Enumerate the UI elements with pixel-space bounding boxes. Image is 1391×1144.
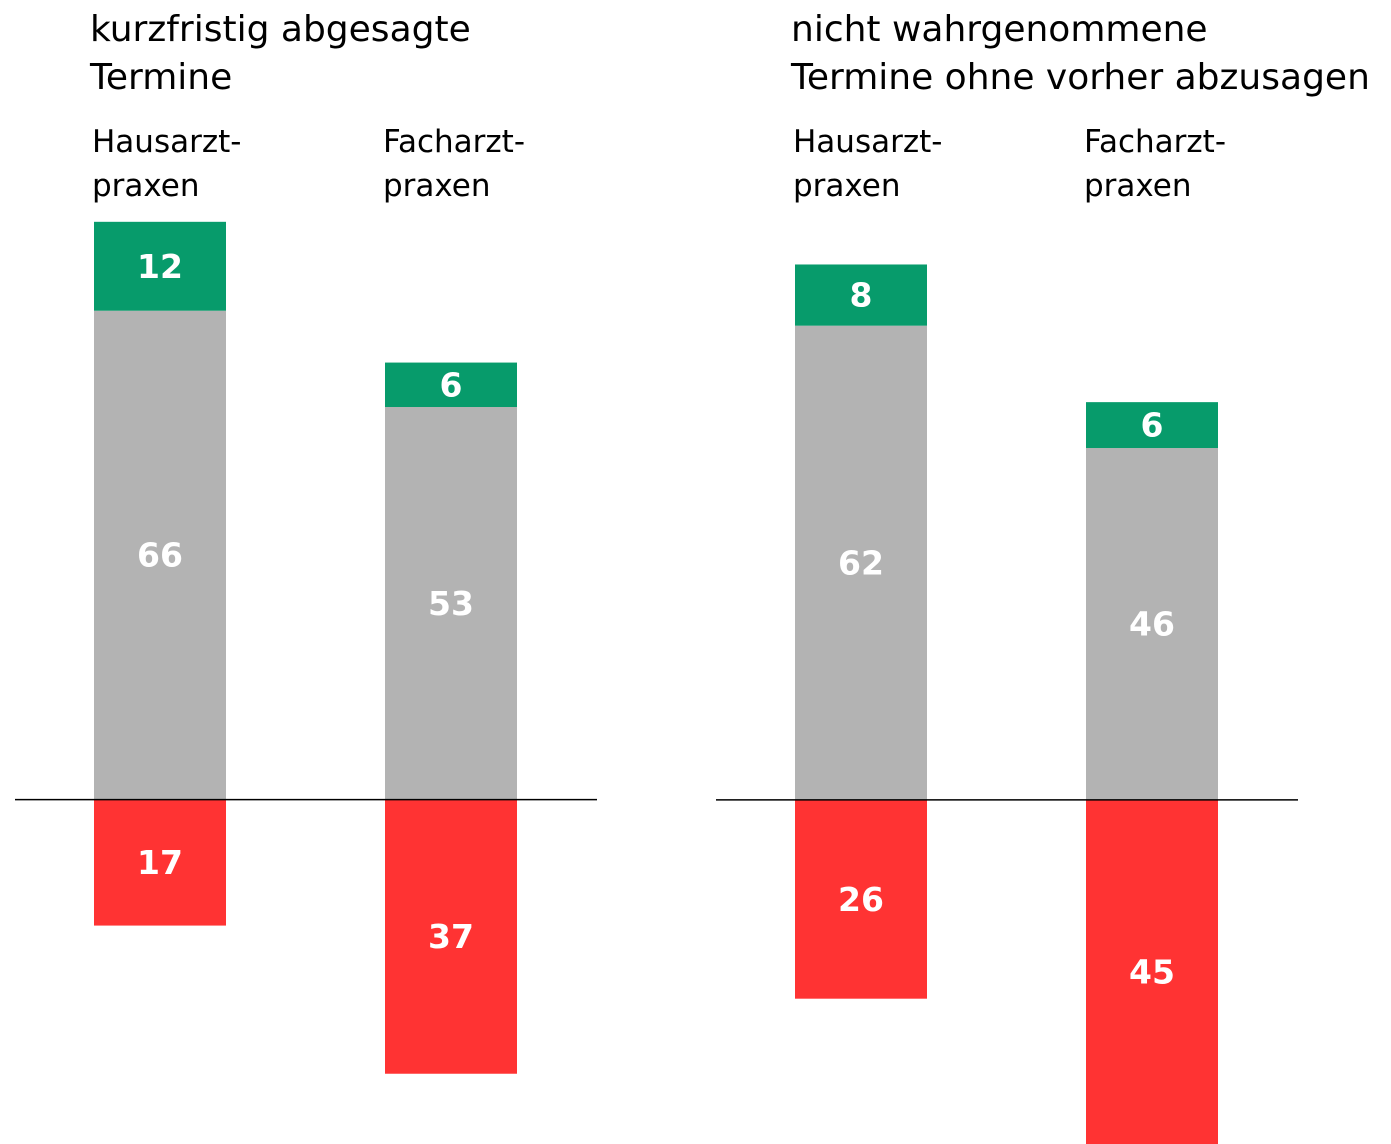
bar-segment <box>795 264 927 326</box>
category-label: Facharzt- praxen <box>383 124 526 204</box>
chart-title: nicht wahrgenommene Termine ohne vorher … <box>791 9 1370 98</box>
bar-segment <box>795 799 927 999</box>
bar-segment <box>94 221 226 311</box>
bar-segment <box>385 362 517 408</box>
bar-segment <box>94 310 226 800</box>
value-label: 12 <box>137 247 183 286</box>
value-label: 46 <box>1129 604 1175 643</box>
value-label: 53 <box>428 584 474 623</box>
value-label: 6 <box>440 365 463 404</box>
value-label: 17 <box>137 843 183 882</box>
bar-segment <box>1086 448 1218 800</box>
bar-segment <box>1086 402 1218 449</box>
value-label: 6 <box>1141 406 1164 445</box>
bar-segment <box>1086 799 1218 1144</box>
value-label: 37 <box>428 917 474 956</box>
bar-segment <box>385 407 517 800</box>
value-label: 8 <box>850 276 873 315</box>
bar-segment <box>795 325 927 800</box>
value-label: 45 <box>1129 952 1175 991</box>
value-label: 66 <box>137 536 183 575</box>
category-label: Hausarzt- praxen <box>793 124 943 204</box>
value-label: 62 <box>838 543 884 582</box>
bar-segment <box>385 799 517 1074</box>
category-label: Hausarzt- praxen <box>92 124 242 204</box>
bar-segment <box>94 799 226 926</box>
category-label: Facharzt- praxen <box>1084 124 1227 204</box>
value-label: 26 <box>838 880 884 919</box>
chart-title: kurzfristig abgesagte Termine <box>90 9 471 98</box>
